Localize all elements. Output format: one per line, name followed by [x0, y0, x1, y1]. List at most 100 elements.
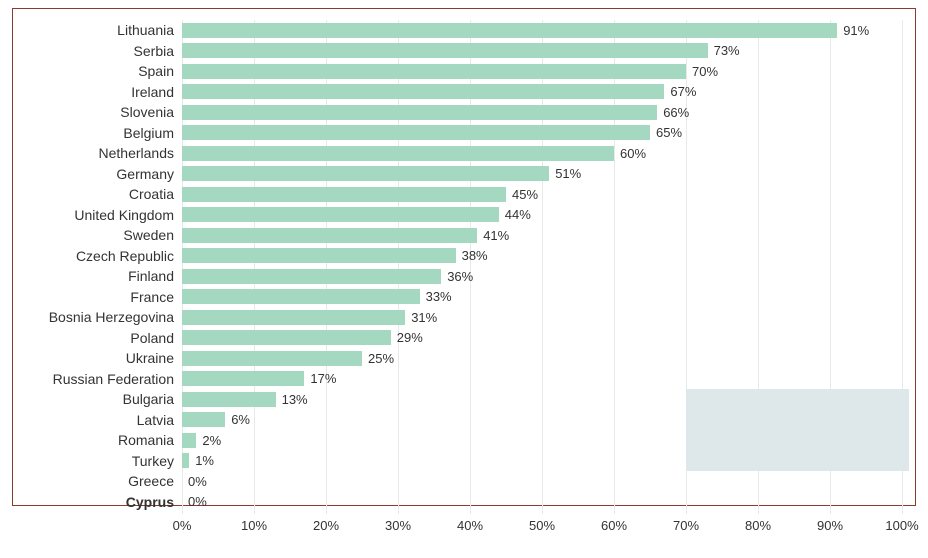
bar-row: Poland29% [182, 328, 902, 349]
bar-row: Latvia6% [182, 410, 902, 431]
bar-row: Spain70% [182, 61, 902, 82]
bar-label: Belgium [12, 125, 174, 141]
bar-label: United Kingdom [12, 207, 174, 223]
bar-value: 51% [555, 166, 581, 181]
bar-row: Ireland67% [182, 82, 902, 103]
bar-label: Finland [12, 268, 174, 284]
x-tick-label: 100% [885, 518, 918, 533]
x-axis: 0%10%20%30%40%50%60%70%80%90%100% [182, 518, 902, 542]
bar-value: 41% [483, 228, 509, 243]
bar-fill [182, 453, 189, 468]
bar-label: Turkey [12, 453, 174, 469]
bar-fill [182, 310, 405, 325]
bar-value: 66% [663, 105, 689, 120]
bar-value: 91% [843, 23, 869, 38]
bar-fill [182, 125, 650, 140]
bar-value: 1% [195, 453, 214, 468]
bar-row: Russian Federation17% [182, 369, 902, 390]
bar-row: Netherlands60% [182, 143, 902, 164]
bar-row: Slovenia66% [182, 102, 902, 123]
bar-row: Bulgaria13% [182, 389, 902, 410]
x-tick-label: 90% [817, 518, 843, 533]
bar-value: 67% [670, 84, 696, 99]
bar-value: 13% [282, 392, 308, 407]
bar-label: Romania [12, 432, 174, 448]
bar-row: Czech Republic38% [182, 246, 902, 267]
bar-fill [182, 228, 477, 243]
bar-label: Latvia [12, 412, 174, 428]
bar-fill [182, 351, 362, 366]
bar-fill [182, 371, 304, 386]
bar-fill [182, 207, 499, 222]
bar-fill [182, 289, 420, 304]
x-tick-label: 50% [529, 518, 555, 533]
bar-value: 17% [310, 371, 336, 386]
bar-value: 38% [462, 248, 488, 263]
bar-fill [182, 64, 686, 79]
x-tick-label: 40% [457, 518, 483, 533]
plot-area: Lithuania91%Serbia73%Spain70%Ireland67%S… [182, 20, 902, 514]
bar-row: Croatia45% [182, 184, 902, 205]
bar-value: 2% [202, 433, 221, 448]
bar-fill [182, 43, 708, 58]
bar-row: Lithuania91% [182, 20, 902, 41]
bar-fill [182, 84, 664, 99]
bar-value: 6% [231, 412, 250, 427]
bar-value: 0% [188, 474, 207, 489]
chart-container: Lithuania91%Serbia73%Spain70%Ireland67%S… [12, 8, 916, 548]
bar-value: 60% [620, 146, 646, 161]
bar-fill [182, 146, 614, 161]
bar-label: Lithuania [12, 22, 174, 38]
bar-label: Slovenia [12, 104, 174, 120]
bar-fill [182, 269, 441, 284]
bar-row: Belgium65% [182, 123, 902, 144]
bar-row: Ukraine25% [182, 348, 902, 369]
bar-fill [182, 412, 225, 427]
x-tick-label: 30% [385, 518, 411, 533]
bar-label: France [12, 289, 174, 305]
bar-label: Sweden [12, 227, 174, 243]
x-tick-label: 0% [173, 518, 192, 533]
bar-value: 45% [512, 187, 538, 202]
x-tick-label: 80% [745, 518, 771, 533]
bar-value: 33% [426, 289, 452, 304]
bar-row: Cyprus0% [182, 492, 902, 513]
bar-value: 36% [447, 269, 473, 284]
bar-fill [182, 105, 657, 120]
bar-row: Germany51% [182, 164, 902, 185]
bar-label: Russian Federation [12, 371, 174, 387]
bar-label: Croatia [12, 186, 174, 202]
bar-fill [182, 187, 506, 202]
bar-label: Ukraine [12, 350, 174, 366]
x-tick-label: 60% [601, 518, 627, 533]
x-tick-label: 10% [241, 518, 267, 533]
bar-label: Netherlands [12, 145, 174, 161]
bar-value: 73% [714, 43, 740, 58]
bar-row: France33% [182, 287, 902, 308]
bar-fill [182, 330, 391, 345]
bar-row: Finland36% [182, 266, 902, 287]
bar-label: Ireland [12, 84, 174, 100]
bar-label: Bosnia Herzegovina [12, 309, 174, 325]
bar-label: Cyprus [12, 494, 174, 510]
bar-value: 44% [505, 207, 531, 222]
bar-row: Greece0% [182, 471, 902, 492]
x-tick-label: 70% [673, 518, 699, 533]
bar-row: Romania2% [182, 430, 902, 451]
bar-row: Sweden41% [182, 225, 902, 246]
bar-label: Greece [12, 473, 174, 489]
bar-row: United Kingdom44% [182, 205, 902, 226]
bar-label: Spain [12, 63, 174, 79]
bar-fill [182, 248, 456, 263]
bar-value: 70% [692, 64, 718, 79]
bar-value: 0% [188, 494, 207, 509]
bar-fill [182, 23, 837, 38]
bar-fill [182, 166, 549, 181]
bar-fill [182, 392, 276, 407]
bar-label: Germany [12, 166, 174, 182]
bar-row: Turkey1% [182, 451, 902, 472]
bar-value: 25% [368, 351, 394, 366]
bar-label: Czech Republic [12, 248, 174, 264]
bar-value: 29% [397, 330, 423, 345]
bar-value: 31% [411, 310, 437, 325]
